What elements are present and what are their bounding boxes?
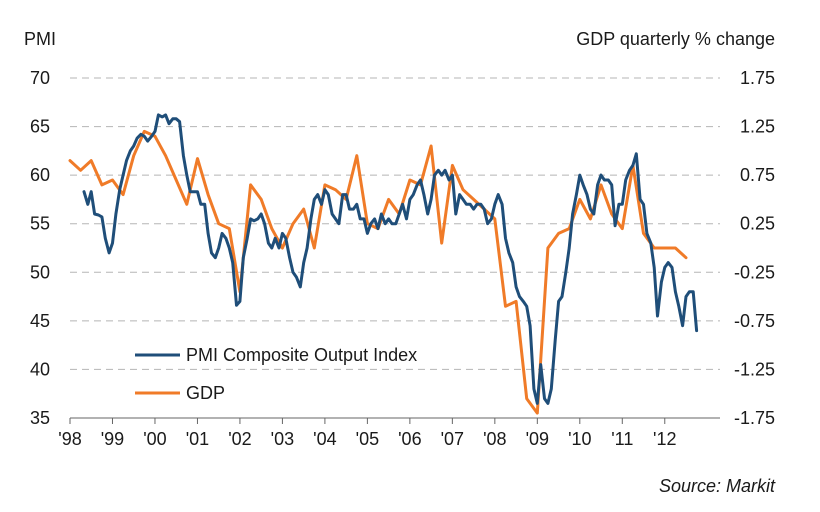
source-note: Source: Markit (659, 476, 776, 496)
left-tick-label: 40 (30, 359, 50, 379)
x-tick-label: '09 (526, 429, 549, 449)
left-tick-label: 60 (30, 165, 50, 185)
x-tick-label: '00 (143, 429, 166, 449)
right-axis-label: GDP quarterly % change (576, 29, 775, 49)
right-tick-label: 0.25 (740, 214, 775, 234)
x-tick-label: '99 (101, 429, 124, 449)
left-tick-label: 45 (30, 311, 50, 331)
series-line-gdp (68, 129, 688, 415)
legend: PMI Composite Output Index GDP (135, 345, 417, 403)
right-tick-label: -1.25 (734, 359, 775, 379)
x-axis-ticks: '98 '99 '00 '01 '02 '03 '04 '05 '06 '07 '08 '09 '10 '… (58, 418, 677, 449)
left-axis-tick-labels: 70 65 60 55 50 45 40 35 (30, 68, 50, 428)
right-axis-tick-labels: 1.75 1.25 0.75 0.25 -0.25 -0.75 -1.25 -1.75 (734, 68, 775, 428)
right-tick-label: 1.75 (740, 68, 775, 88)
left-tick-label: 65 (30, 117, 50, 137)
x-tick-label: '11 (611, 429, 633, 449)
x-tick-label: '03 (271, 429, 294, 449)
legend-label-pmi: PMI Composite Output Index (186, 345, 417, 365)
left-tick-label: 70 (30, 68, 50, 88)
x-tick-label: '05 (356, 429, 379, 449)
x-tick-label: '02 (228, 429, 251, 449)
grid-lines (70, 77, 720, 370)
series-line-pmi (82, 113, 699, 405)
legend-label-gdp: GDP (186, 383, 225, 403)
right-tick-label: 0.75 (740, 165, 775, 185)
left-tick-label: 35 (30, 408, 50, 428)
left-tick-label: 50 (30, 262, 50, 282)
x-tick-label: '08 (483, 429, 506, 449)
x-tick-label: '01 (186, 429, 209, 449)
right-tick-label: 1.25 (740, 117, 775, 137)
x-tick-label: '04 (313, 429, 336, 449)
left-axis-label: PMI (24, 29, 56, 49)
right-tick-label: -0.25 (734, 262, 775, 282)
x-tick-label: '10 (568, 429, 591, 449)
x-tick-label: '12 (653, 429, 676, 449)
series-lines (68, 113, 699, 415)
x-tick-label: '98 (58, 429, 81, 449)
left-tick-label: 55 (30, 214, 50, 234)
right-tick-label: -1.75 (734, 408, 775, 428)
x-tick-label: '06 (398, 429, 421, 449)
right-tick-label: -0.75 (734, 311, 775, 331)
x-tick-label: '07 (441, 429, 464, 449)
